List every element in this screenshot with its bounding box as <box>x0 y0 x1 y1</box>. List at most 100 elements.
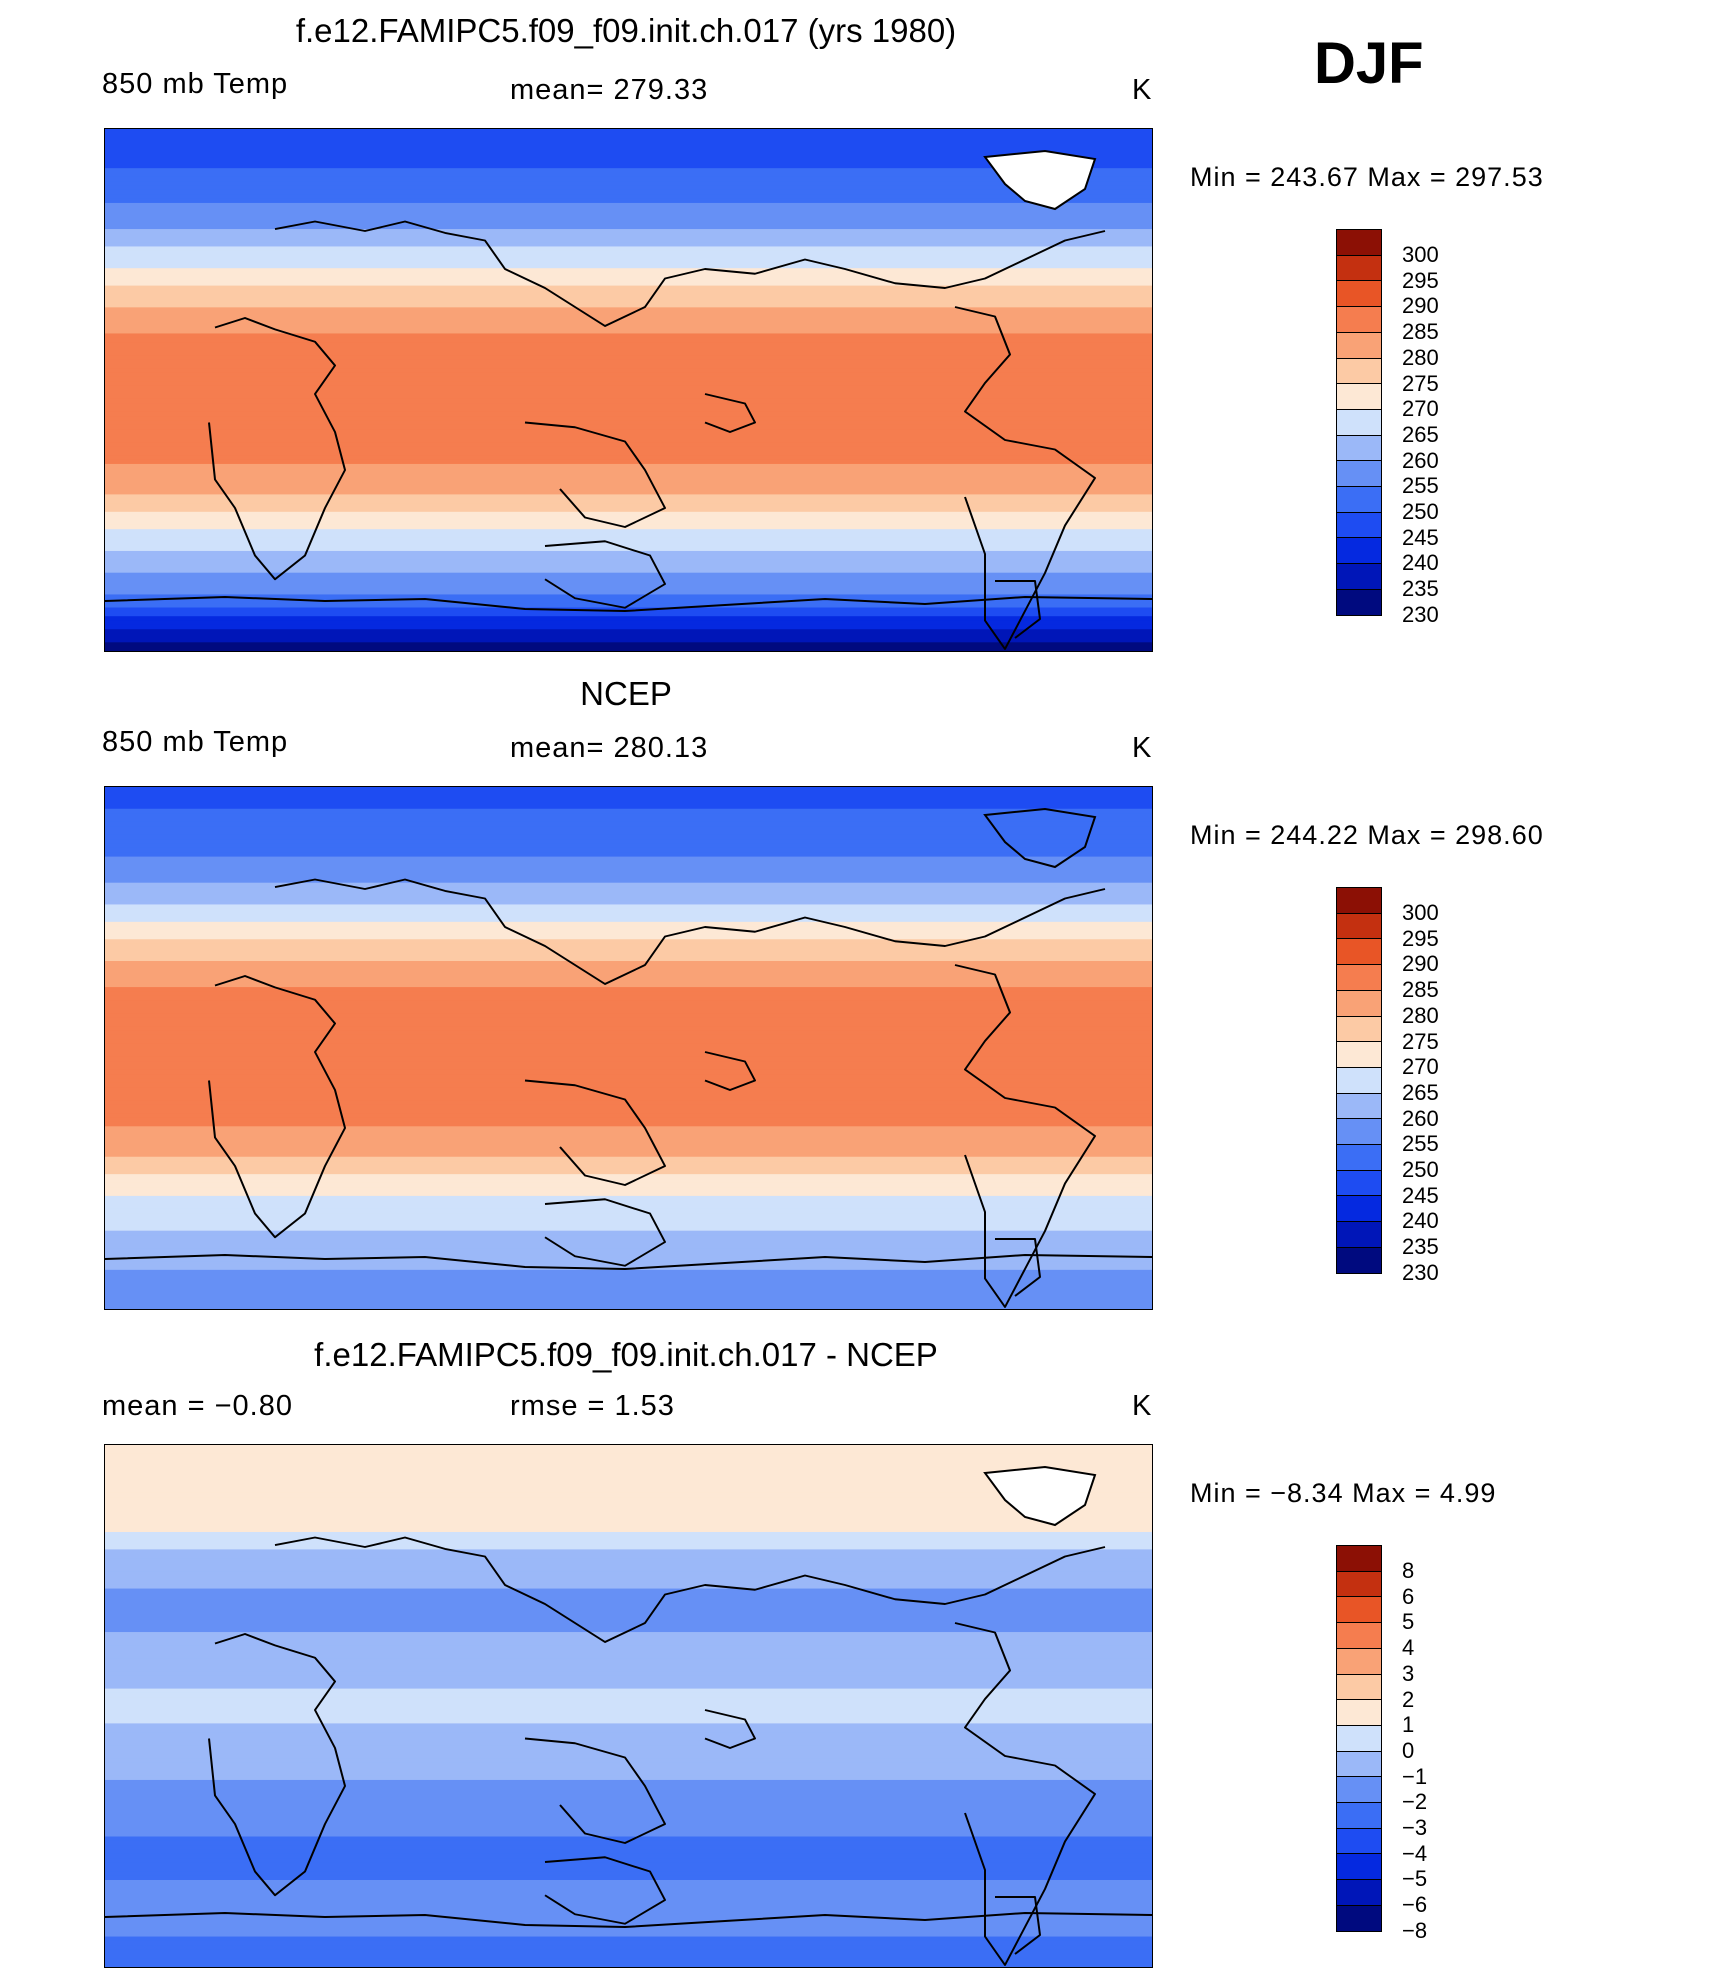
map-band <box>105 860 1152 866</box>
map-band <box>105 1518 1152 1524</box>
coastline <box>208 975 346 1239</box>
map-band <box>105 1034 1152 1040</box>
map-band <box>105 1858 1152 1864</box>
map-band <box>105 821 1152 827</box>
map-band <box>105 1479 1152 1485</box>
panel-2-variable-label: 850 mb Temp <box>102 726 289 758</box>
map-band <box>105 1723 1152 1729</box>
map-band <box>105 194 1152 200</box>
map-band <box>105 446 1152 452</box>
map-band <box>105 181 1152 187</box>
map-band <box>105 1061 1152 1066</box>
colorbar-swatch <box>1336 1802 1382 1829</box>
map-band <box>105 137 1152 143</box>
map-band <box>105 1584 1152 1590</box>
colorbar-tick-label: 270 <box>1402 1054 1439 1080</box>
map-band <box>105 1871 1152 1877</box>
map-band <box>105 1043 1152 1049</box>
map-band <box>105 1304 1152 1309</box>
map-band <box>105 1692 1152 1698</box>
colorbar-tick-label: 8 <box>1402 1558 1415 1583</box>
map-band <box>105 494 1152 500</box>
map-band <box>105 633 1152 639</box>
coastline <box>544 1856 666 1925</box>
map-band <box>105 1940 1152 1946</box>
map-band <box>105 843 1152 849</box>
map-band <box>105 995 1152 1001</box>
map-band <box>105 1701 1152 1707</box>
map-band <box>105 795 1152 801</box>
map-band <box>105 390 1152 395</box>
map-band <box>105 629 1152 635</box>
map-band <box>105 142 1152 147</box>
map-band <box>105 956 1152 962</box>
map-band <box>105 455 1152 461</box>
coastline <box>704 1709 756 1749</box>
map-band <box>105 934 1152 940</box>
colorbar-swatch <box>1336 1699 1382 1727</box>
map-band <box>105 1636 1152 1642</box>
map-band <box>105 624 1152 630</box>
map-band <box>105 172 1152 178</box>
map-band <box>105 1174 1152 1180</box>
map-band <box>105 1797 1152 1803</box>
map-band <box>105 865 1152 871</box>
map-band <box>105 978 1152 984</box>
panel-1-units-label: K <box>1132 74 1153 106</box>
map-band <box>105 594 1152 600</box>
map-band <box>105 1571 1152 1577</box>
colorbar-tick-label: 265 <box>1402 421 1439 447</box>
map-band <box>105 1901 1152 1907</box>
panel-2-units-label: K <box>1132 732 1153 764</box>
map-band <box>105 1801 1152 1807</box>
map-band <box>105 202 1152 208</box>
map-band <box>105 891 1152 897</box>
map-band <box>105 1536 1152 1542</box>
map-band <box>105 442 1152 448</box>
map-band <box>105 555 1152 561</box>
map-band <box>105 1623 1152 1629</box>
map-band <box>105 1148 1152 1153</box>
colorbar-tick-label: 0 <box>1402 1737 1415 1763</box>
map-band <box>105 1819 1152 1825</box>
map-band <box>105 913 1152 919</box>
map-band <box>105 987 1152 993</box>
map-band <box>105 307 1152 313</box>
colorbar-swatch <box>1336 1221 1382 1249</box>
map-band <box>105 878 1152 884</box>
map-band <box>105 424 1152 430</box>
map-band <box>105 490 1152 495</box>
map-band <box>105 1558 1152 1564</box>
map-band <box>105 329 1152 335</box>
coastline <box>954 964 1096 1308</box>
colorbar-swatch <box>1336 383 1382 411</box>
map-band <box>105 887 1152 892</box>
map-band <box>105 216 1152 221</box>
map-band <box>105 1849 1152 1855</box>
coastline <box>954 306 1096 650</box>
map-band <box>105 516 1152 522</box>
map-band <box>105 1714 1152 1720</box>
map-band <box>105 129 1152 134</box>
colorbar-swatch <box>1336 1066 1382 1094</box>
map-band <box>105 1962 1152 1967</box>
colorbar-swatch <box>1336 486 1382 513</box>
map-band <box>105 1475 1152 1481</box>
colorbar-tick-label: 235 <box>1402 576 1439 602</box>
colorbar-tick-label: 230 <box>1402 601 1439 627</box>
map-band <box>105 991 1152 997</box>
map-band <box>105 804 1152 810</box>
map-band <box>105 189 1152 195</box>
map-band <box>105 281 1152 287</box>
map-band <box>105 168 1152 174</box>
map-band <box>105 1126 1152 1132</box>
map-band <box>105 1592 1152 1598</box>
map-band <box>105 1532 1152 1537</box>
map-band <box>105 276 1152 282</box>
map-band <box>105 1845 1152 1851</box>
map-band <box>105 481 1152 487</box>
map-band <box>105 1104 1152 1110</box>
panel-2-title: NCEP <box>580 675 672 712</box>
map-band <box>105 917 1152 923</box>
colorbar-tick-label: 250 <box>1402 1157 1439 1182</box>
